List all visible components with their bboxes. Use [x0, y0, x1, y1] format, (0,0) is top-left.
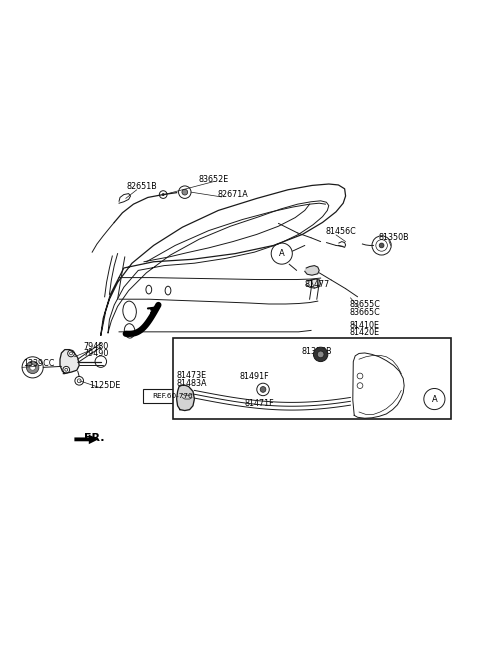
Text: 83652E: 83652E	[198, 174, 229, 184]
Circle shape	[26, 361, 39, 374]
Circle shape	[179, 186, 191, 198]
Text: 81477: 81477	[304, 280, 329, 289]
Text: FR.: FR.	[84, 434, 105, 443]
Circle shape	[63, 367, 70, 373]
Polygon shape	[74, 434, 98, 444]
Text: 81483A: 81483A	[177, 379, 207, 388]
Text: 82671A: 82671A	[217, 190, 248, 199]
Circle shape	[95, 356, 107, 367]
Text: A: A	[279, 249, 285, 258]
Polygon shape	[60, 350, 79, 374]
Circle shape	[22, 357, 43, 378]
Text: 81456C: 81456C	[325, 228, 356, 237]
Text: 81358B: 81358B	[301, 348, 332, 356]
Circle shape	[379, 243, 384, 248]
Circle shape	[257, 383, 269, 396]
Text: 82651B: 82651B	[126, 182, 157, 191]
Text: 81420E: 81420E	[350, 328, 380, 337]
Circle shape	[357, 382, 363, 388]
Text: A: A	[432, 394, 437, 403]
Text: 81410E: 81410E	[350, 321, 380, 330]
Circle shape	[313, 347, 328, 361]
Text: 83665C: 83665C	[349, 308, 380, 317]
Text: 81350B: 81350B	[378, 234, 409, 242]
FancyBboxPatch shape	[173, 338, 451, 419]
FancyBboxPatch shape	[143, 390, 207, 403]
Text: 1339CC: 1339CC	[23, 359, 54, 369]
Circle shape	[68, 350, 74, 357]
Text: 83655C: 83655C	[349, 300, 380, 310]
Circle shape	[372, 236, 391, 255]
Circle shape	[260, 386, 266, 392]
Circle shape	[376, 239, 387, 251]
Circle shape	[271, 243, 292, 264]
Polygon shape	[305, 266, 319, 276]
Circle shape	[357, 373, 363, 379]
Circle shape	[317, 351, 324, 358]
Text: REF.60-770: REF.60-770	[153, 393, 193, 399]
Text: 81491F: 81491F	[240, 373, 269, 381]
Polygon shape	[177, 384, 194, 411]
Circle shape	[182, 190, 188, 195]
Circle shape	[424, 388, 445, 409]
Text: 1125DE: 1125DE	[89, 381, 120, 390]
Circle shape	[30, 365, 36, 370]
Circle shape	[159, 191, 167, 198]
Text: 79490: 79490	[84, 349, 108, 358]
Text: 81473E: 81473E	[177, 371, 207, 380]
Text: 79480: 79480	[84, 342, 108, 351]
Text: 81471F: 81471F	[244, 399, 274, 408]
Circle shape	[162, 193, 165, 196]
Circle shape	[75, 377, 84, 385]
Polygon shape	[306, 279, 321, 288]
